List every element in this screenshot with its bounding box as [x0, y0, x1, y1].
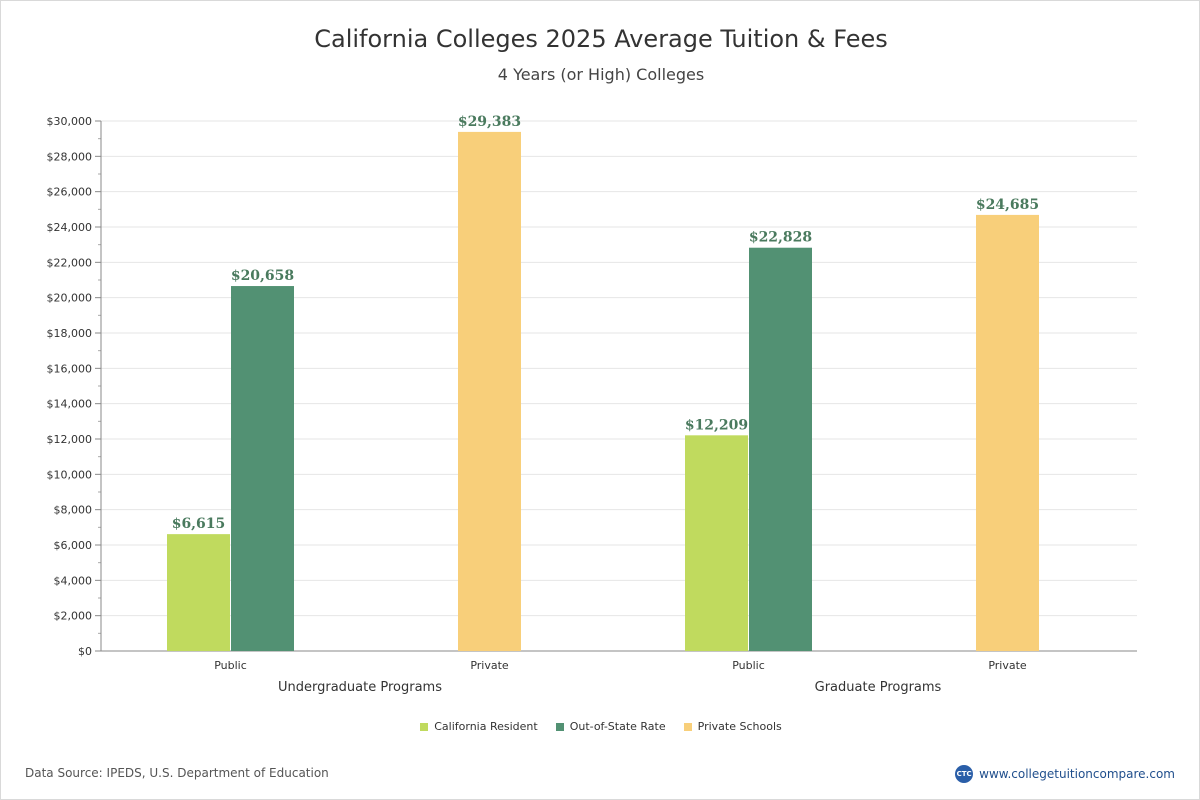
legend: California Resident Out-of-State Rate Priv… [1, 720, 1200, 733]
bar [458, 131, 521, 651]
y-tick-label: $24,000 [47, 221, 93, 234]
data-label: $24,685 [976, 197, 1039, 213]
bar [231, 286, 294, 651]
legend-item[interactable]: California Resident [420, 720, 538, 733]
data-label: $12,209 [685, 417, 748, 433]
data-label: $22,828 [749, 230, 812, 246]
y-tick-label: $30,000 [47, 115, 93, 128]
bar [167, 534, 230, 651]
legend-label: Out-of-State Rate [569, 720, 666, 733]
legend-swatch [555, 722, 564, 731]
y-tick-label: $6,000 [54, 539, 93, 552]
y-tick-label: $12,000 [47, 433, 93, 446]
bar [749, 247, 812, 652]
x-group-label: Graduate Programs [815, 680, 942, 695]
y-tick-label: $8,000 [54, 504, 93, 517]
bar-chart: $0 $2,000 $4,000 $6,000 $8,000 $10,000 $12,000… [47, 114, 1137, 695]
y-tick-label: $22,000 [47, 256, 93, 269]
legend-swatch [683, 722, 692, 731]
y-tick-label: $16,000 [47, 362, 93, 375]
data-label: $20,658 [231, 268, 294, 284]
brand-link[interactable]: CTC www.collegetuitioncompare.com [955, 765, 1175, 783]
legend-label: Private Schools [697, 720, 782, 733]
x-category-label: Private [470, 659, 509, 672]
y-tick-label: $10,000 [47, 468, 93, 481]
y-tick-label: $14,000 [47, 398, 93, 411]
y-tick-label: $18,000 [47, 327, 93, 340]
y-tick-label: $26,000 [47, 186, 93, 199]
y-tick-label: $28,000 [47, 150, 93, 163]
legend-item[interactable]: Out-of-State Rate [555, 720, 666, 733]
y-tick-label: $0 [78, 645, 92, 658]
chart-subtitle: 4 Years (or High) Colleges [497, 65, 705, 84]
legend-swatch [420, 722, 429, 731]
data-label: $6,615 [172, 516, 226, 532]
legend-item[interactable]: Private Schools [683, 720, 782, 733]
y-tick-label: $20,000 [47, 292, 93, 305]
x-group-label: Undergraduate Programs [278, 680, 442, 695]
ctc-logo-icon: CTC [955, 765, 974, 783]
bar [685, 435, 748, 651]
y-tick-label: $2,000 [54, 610, 93, 623]
x-category-label: Public [732, 659, 765, 672]
brand-url[interactable]: www.collegetuitioncompare.com [979, 767, 1175, 781]
y-tick-label: $4,000 [54, 574, 93, 587]
legend-label: California Resident [434, 720, 538, 733]
data-label: $29,383 [458, 114, 521, 130]
data-source: Data Source: IPEDS, U.S. Department of E… [25, 766, 329, 780]
bar [976, 214, 1039, 652]
x-category-label: Private [988, 659, 1027, 672]
x-category-label: Public [214, 659, 247, 672]
chart-title: California Colleges 2025 Average Tuition… [314, 25, 888, 53]
